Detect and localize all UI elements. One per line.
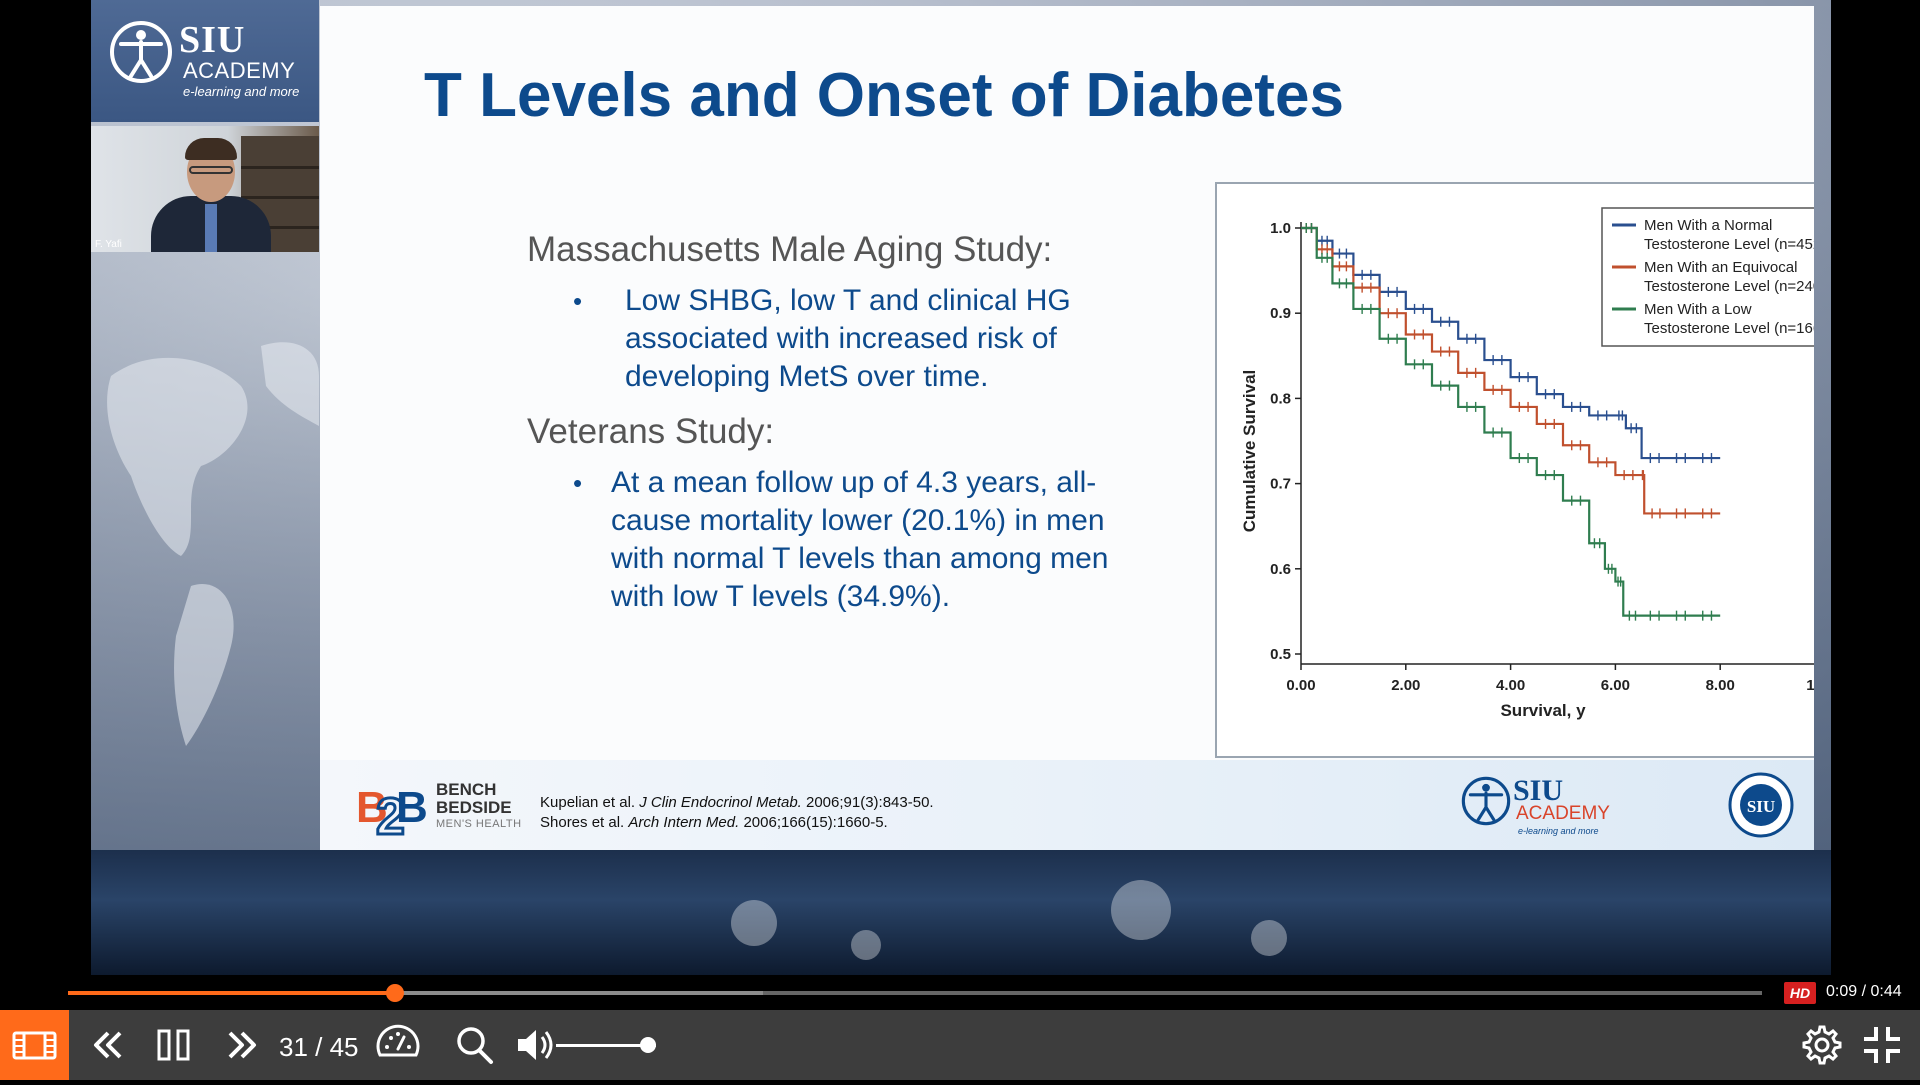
y-axis-label: Cumulative Survival (1240, 370, 1259, 533)
film-icon (12, 1031, 57, 1060)
chart-svg: 0.5 0.6 0.7 0.8 0.9 1.0 0.00 2.00 4.00 6.00 8.00 10… (1240, 207, 1814, 720)
siu-seal-icon: SIU (1728, 772, 1794, 838)
series-line-0 (1301, 226, 1721, 460)
volume-icon[interactable] (514, 1023, 556, 1067)
y-tick-label: 0.5 (1270, 646, 1291, 663)
hd-badge[interactable]: HD (1784, 982, 1816, 1004)
legend-label: Men With a Low (1644, 301, 1752, 318)
b2b-mens-health-text: MEN'S HEALTH (436, 818, 522, 830)
y-tick-label: 0.6 (1270, 561, 1291, 578)
ref-authors: Kupelian et al. (540, 794, 640, 811)
background-light-dot (1111, 880, 1171, 940)
speaker-tie (205, 204, 217, 252)
x-axis-label: Survival, y (1500, 701, 1586, 720)
legend-label: Testosterone Level (n=240) (1644, 278, 1814, 295)
bullet-line: developing MetS over time. (625, 360, 989, 393)
volume-slider[interactable] (556, 1044, 656, 1047)
ref-journal: J Clin Endocrinol Metab. (639, 794, 802, 811)
skip-back-icon[interactable] (88, 1023, 128, 1067)
slide-title: T Levels and Onset of Diabetes (424, 61, 1344, 130)
bullet-line: with normal T levels than among men (611, 542, 1109, 575)
bullet-veterans: • At a mean follow up of 4.3 years, all-… (573, 464, 1109, 616)
footer-academy-text: ACADEMY (1516, 803, 1610, 824)
background-light-dot (1251, 920, 1287, 956)
logo-academy-text: ACADEMY (183, 58, 296, 83)
slides-toggle-button[interactable] (0, 1010, 69, 1080)
bullet-line: cause mortality lower (20.1%) in men (611, 504, 1105, 537)
buffered-bar (68, 991, 763, 995)
speaker-name: F. Yafi (95, 239, 122, 250)
ref-authors: Shores et al. (540, 814, 629, 831)
ref-journal: Arch Intern Med. (628, 814, 740, 831)
background-light-dot (851, 930, 881, 960)
speaker-hair (185, 138, 237, 160)
x-tick-label: 10.00 (1806, 677, 1814, 694)
legend-label: Testosterone Level (n=452) (1644, 236, 1814, 253)
y-tick-label: 1.0 (1270, 220, 1291, 237)
kaplan-meier-chart: 0.5 0.6 0.7 0.8 0.9 1.0 0.00 2.00 4.00 6.00 8.00 10… (1215, 182, 1814, 758)
legend-label: Men With a Normal (1644, 217, 1772, 234)
progress-handle[interactable] (385, 984, 404, 1002)
time-display: 0:09 / 0:44 (1826, 983, 1902, 1000)
y-tick-label: 0.9 (1270, 305, 1291, 322)
x-tick-label: 6.00 (1601, 677, 1630, 694)
bench-to-bedside-logo-icon: B 2 B (356, 783, 426, 838)
x-tick-label: 0.00 (1286, 677, 1315, 694)
footer-siu-person-icon (1461, 776, 1511, 826)
legend-label: Testosterone Level (n=166) (1644, 320, 1814, 337)
logo-tagline: e-learning and more (183, 84, 300, 99)
x-tick-label: 4.00 (1496, 677, 1525, 694)
video-area[interactable]: SIU ACADEMY e-learning and more F. Yafi … (91, 0, 1831, 975)
player-control-bar: 31 / 45 (0, 1010, 1920, 1080)
y-tick-label: 0.8 (1270, 390, 1291, 407)
background-light-band (91, 850, 1831, 975)
svg-text:B: B (396, 783, 426, 832)
section-heading-veterans: Veterans Study: (527, 412, 775, 451)
bullet-line: associated with increased risk of (625, 322, 1057, 355)
speaker-webcam: F. Yafi (91, 126, 319, 252)
bullet-line: At a mean follow up of 4.3 years, all- (611, 466, 1097, 499)
legend-box (1601, 207, 1814, 347)
exit-fullscreen-icon[interactable] (1860, 1023, 1904, 1067)
logo-siu-text: SIU (179, 19, 246, 61)
presentation-slide: T Levels and Onset of Diabetes Massachus… (320, 6, 1814, 850)
reference-shores: Shores et al. Arch Intern Med. 2006;166(… (540, 814, 888, 831)
section-heading-mmas: Massachusetts Male Aging Study: (527, 230, 1053, 269)
ref-citation: 2006;91(3):843-50. (801, 794, 934, 811)
slide-counter: 31 / 45 (279, 1032, 359, 1062)
background-light-dot (731, 900, 777, 946)
bullet-line: Low SHBG, low T and clinical HG (625, 284, 1071, 317)
b2b-bedside-text: BEDSIDE (436, 798, 512, 817)
bullet-mmas: • Low SHBG, low T and clinical HG associ… (573, 282, 1071, 396)
y-tick-label: 0.7 (1270, 476, 1291, 493)
seal-text: SIU (1747, 797, 1775, 816)
played-bar (68, 991, 395, 995)
skip-forward-icon[interactable] (222, 1023, 262, 1067)
siu-academy-logo: SIU ACADEMY e-learning and more (91, 0, 319, 122)
volume-handle[interactable] (640, 1037, 656, 1053)
speed-gauge-icon[interactable] (374, 1021, 422, 1067)
search-icon[interactable] (454, 1023, 496, 1067)
footer-tagline: e-learning and more (1518, 826, 1599, 836)
x-tick-label: 2.00 (1391, 677, 1420, 694)
bullet-line: with low T levels (34.9%). (611, 580, 951, 613)
legend-label: Men With an Equivocal (1644, 259, 1797, 276)
b2b-bench-text: BENCH (436, 780, 497, 799)
progress-bar[interactable] (68, 984, 1762, 1002)
svg-text:2: 2 (376, 788, 405, 838)
bullet-marker: • (573, 286, 583, 316)
pause-icon[interactable] (156, 1023, 192, 1067)
slide-footer: B 2 B BENCH BEDSIDE MEN'S HEALTH Kupelia… (320, 760, 1814, 850)
ref-citation: 2006;166(15):1660-5. (739, 814, 888, 831)
speaker-glasses (189, 166, 233, 174)
bullet-marker: • (573, 468, 583, 498)
x-tick-label: 8.00 (1706, 677, 1735, 694)
reference-kupelian: Kupelian et al. J Clin Endocrinol Metab.… (540, 794, 934, 811)
footer-siu-text: SIU (1513, 774, 1564, 807)
svg-text:B: B (356, 783, 388, 832)
settings-gear-icon[interactable] (1800, 1023, 1844, 1067)
world-map-decoration (107, 342, 319, 746)
siu-person-icon (110, 21, 172, 83)
